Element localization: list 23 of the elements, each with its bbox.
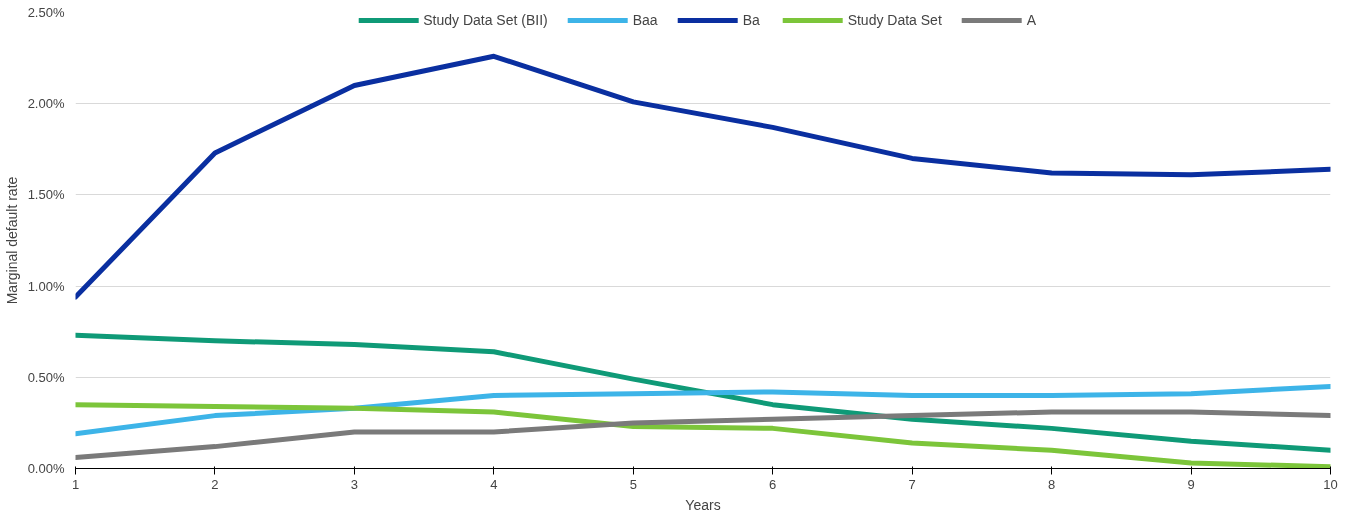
y-axis-title: Marginal default rate bbox=[3, 176, 20, 305]
legend-label: Study Data Set bbox=[847, 12, 942, 28]
x-tick-label: 10 bbox=[1323, 476, 1338, 492]
x-tick-label: 8 bbox=[1048, 476, 1056, 492]
y-tick-label: 1.50% bbox=[27, 187, 65, 203]
x-tick-label: 4 bbox=[490, 476, 498, 492]
legend-label: A bbox=[1026, 12, 1038, 28]
legend-label: Ba bbox=[742, 12, 761, 28]
y-tick-label: 1.00% bbox=[27, 278, 65, 294]
y-tick-label: 0.00% bbox=[27, 461, 65, 476]
x-tick-label: 2 bbox=[211, 476, 219, 492]
x-tick-label: 3 bbox=[350, 476, 359, 492]
y-tick-label: 0.50% bbox=[27, 369, 65, 385]
x-tick-label: 9 bbox=[1187, 476, 1195, 492]
x-tick-label: 7 bbox=[908, 476, 916, 492]
x-tick-label: 6 bbox=[769, 476, 777, 492]
y-tick-label: 2.50% bbox=[27, 5, 65, 20]
x-tick-label: 1 bbox=[71, 476, 80, 492]
x-axis-title: Years bbox=[685, 496, 721, 513]
legend-label: Baa bbox=[632, 12, 658, 28]
y-tick-label: 2.00% bbox=[27, 96, 65, 112]
x-tick-label: 5 bbox=[629, 476, 637, 492]
legend-label: Study Data Set (BII) bbox=[423, 12, 548, 28]
